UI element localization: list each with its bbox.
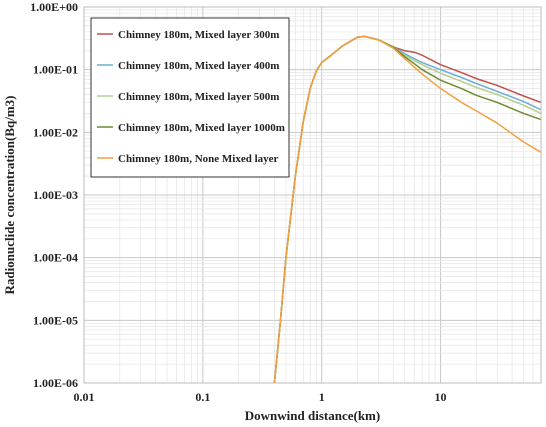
- legend-label: Chimney 180m, Mixed layer 1000m: [118, 122, 285, 134]
- tick-labels: 0.01 0.1 1 10 1.00E+00 1.00E-01 1.00E-02 1.00E-…: [30, 0, 446, 404]
- legend-label: Chimney 180m, Mixed layer 400m: [118, 60, 279, 72]
- series-line-5: [273, 35, 542, 384]
- y-tick-label: 1.00E-03: [33, 188, 78, 202]
- x-tick-label: 0.1: [195, 390, 210, 404]
- legend: Chimney 180m, Mixed layer 300m Chimney 18…: [90, 17, 290, 178]
- y-axis-title: Radionuclide concentration(Bq/m3): [2, 96, 17, 295]
- legend-box: [90, 17, 290, 178]
- plot-frame: [83, 6, 542, 384]
- x-tick-label: 0.01: [74, 390, 95, 404]
- y-tick-label: 1.00E-04: [33, 251, 78, 265]
- y-tick-label: 1.00E+00: [30, 0, 78, 14]
- series-lines: [273, 35, 542, 384]
- legend-label: Chimney 180m, None Mixed layer: [118, 153, 279, 165]
- y-tick-label: 1.00E-06: [33, 376, 78, 390]
- x-tick-label: 1: [319, 390, 325, 404]
- legend-label: Chimney 180m, Mixed layer 300m: [118, 29, 279, 41]
- x-tick-label: 10: [435, 390, 447, 404]
- y-tick-label: 1.00E-02: [33, 125, 78, 139]
- x-axis-title: Downwind distance(km): [245, 408, 380, 423]
- y-tick-label: 1.00E-01: [33, 63, 78, 77]
- legend-label: Chimney 180m, Mixed layer 500m: [118, 91, 279, 103]
- y-tick-label: 1.00E-05: [33, 313, 78, 327]
